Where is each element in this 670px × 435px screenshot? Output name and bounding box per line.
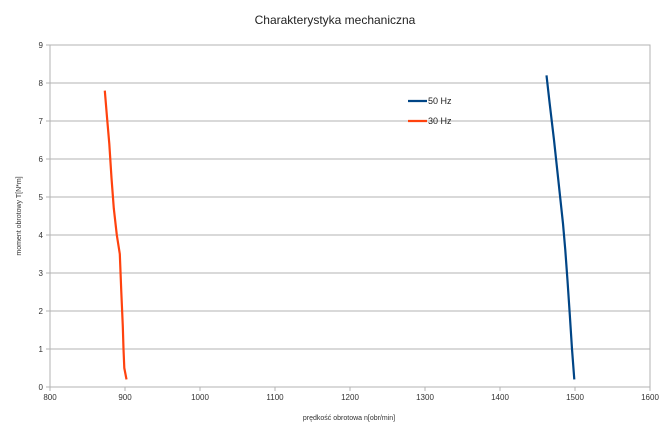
y-tick-label-5: 5 xyxy=(39,193,44,202)
x-axis-label: prędkość obrotowa n[obr/min] xyxy=(303,415,395,422)
x-tick-label-5: 1300 xyxy=(416,393,434,402)
series-group xyxy=(103,75,576,380)
x-tick-label-0: 800 xyxy=(43,393,57,402)
legend-label-1: 30 Hz xyxy=(428,116,452,126)
plot-frame xyxy=(49,44,651,388)
y-tick-label-9: 9 xyxy=(39,41,44,50)
y-tick-label-1: 1 xyxy=(39,345,44,354)
x-tick-label-1: 900 xyxy=(118,393,132,402)
legend: 50 Hz 30 Hz xyxy=(408,96,452,126)
y-tick-label-6: 6 xyxy=(39,155,44,164)
legend-label-0: 50 Hz xyxy=(428,96,452,106)
x-tick-label-4: 1200 xyxy=(341,393,359,402)
x-tick-label-7: 1500 xyxy=(566,393,584,402)
chart-title: Charakterystyka mechaniczna xyxy=(255,13,416,27)
x-tick-label-8: 1600 xyxy=(641,393,659,402)
y-tick-label-4: 4 xyxy=(39,231,44,240)
y-tick-labels: 0 1 2 3 4 5 6 7 8 9 xyxy=(39,41,50,392)
x-tick-label-3: 1100 xyxy=(266,393,284,402)
y-tick-label-3: 3 xyxy=(39,269,44,278)
y-tick-label-7: 7 xyxy=(39,117,44,126)
x-tick-labels: 800 900 1000 1100 1200 1300 1400 1500 1600 xyxy=(43,387,659,402)
y-tick-label-8: 8 xyxy=(39,79,44,88)
x-tick-label-6: 1400 xyxy=(491,393,509,402)
grid-lines xyxy=(50,44,650,388)
y-axis-label: moment obrotowy T[N*m] xyxy=(16,176,23,255)
series-line-30-hz xyxy=(103,90,128,380)
x-tick-label-2: 1000 xyxy=(191,393,209,402)
y-tick-label-2: 2 xyxy=(39,307,44,316)
y-tick-label-0: 0 xyxy=(39,383,44,392)
series-line-50-hz xyxy=(545,75,576,380)
